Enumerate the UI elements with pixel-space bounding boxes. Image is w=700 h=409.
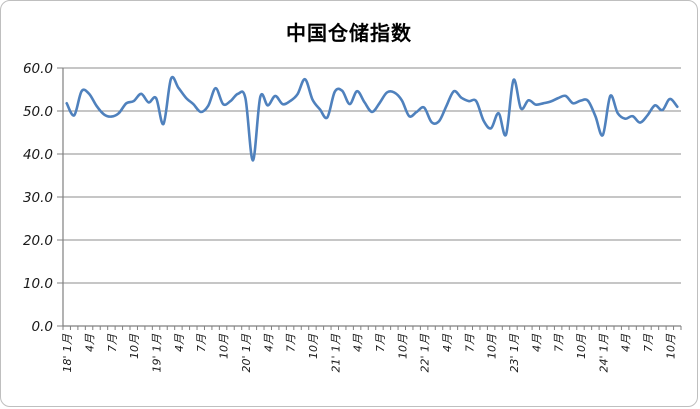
x-axis-tick-label: 10月 xyxy=(307,333,320,359)
x-axis-tick-label: 10月 xyxy=(396,333,409,359)
x-axis-tick-label: 10月 xyxy=(575,333,588,359)
x-axis-tick-label: 7月 xyxy=(374,333,387,352)
x-axis-tick-label: 7月 xyxy=(553,333,566,352)
y-axis-tick-label: 10.0 xyxy=(23,276,53,292)
x-axis-tick-label: 19' 1月 xyxy=(151,333,164,373)
x-axis-tick-label: 4月 xyxy=(530,333,543,352)
x-axis-tick-label: 21' 1月 xyxy=(329,333,342,373)
x-axis-tick-label: 10月 xyxy=(218,333,231,359)
y-axis-tick-label: 50.0 xyxy=(23,104,53,120)
x-axis-tick-label: 10月 xyxy=(664,333,677,359)
x-axis-tick-label: 10月 xyxy=(128,333,141,359)
x-axis-tick-label: 4月 xyxy=(262,333,275,352)
y-axis-tick-label: 0.0 xyxy=(32,319,53,335)
y-axis-tick-label: 60.0 xyxy=(23,61,53,77)
x-axis-tick-label: 4月 xyxy=(352,333,365,352)
x-axis-tick-label: 4月 xyxy=(173,333,186,352)
x-axis-tick-label: 7月 xyxy=(195,333,208,352)
x-axis-tick-label: 22' 1月 xyxy=(419,333,432,373)
x-axis-tick-label: 4月 xyxy=(441,333,454,352)
index-line-series xyxy=(65,75,679,162)
x-axis-tick-label: 20' 1月 xyxy=(240,333,253,373)
chart-title: 中国仓储指数 xyxy=(286,21,412,45)
y-axis-tick-label: 40.0 xyxy=(23,147,53,163)
x-axis-tick-label: 18' 1月 xyxy=(61,333,74,373)
x-axis-tick-label: 7月 xyxy=(285,333,298,352)
x-axis-tick-label: 10月 xyxy=(486,333,499,359)
x-axis-tick-label: 23' 1月 xyxy=(508,333,521,373)
x-axis-tick-label: 4月 xyxy=(84,333,97,352)
y-axis-tick-label: 30.0 xyxy=(23,190,53,206)
x-axis-tick-label: 7月 xyxy=(106,333,119,352)
x-axis-tick-label: 4月 xyxy=(620,333,633,352)
y-axis-tick-label: 20.0 xyxy=(23,233,53,249)
x-axis-tick-label: 7月 xyxy=(463,333,476,352)
x-axis-tick-label: 7月 xyxy=(642,333,655,352)
x-axis-tick-label: 24' 1月 xyxy=(597,333,610,373)
